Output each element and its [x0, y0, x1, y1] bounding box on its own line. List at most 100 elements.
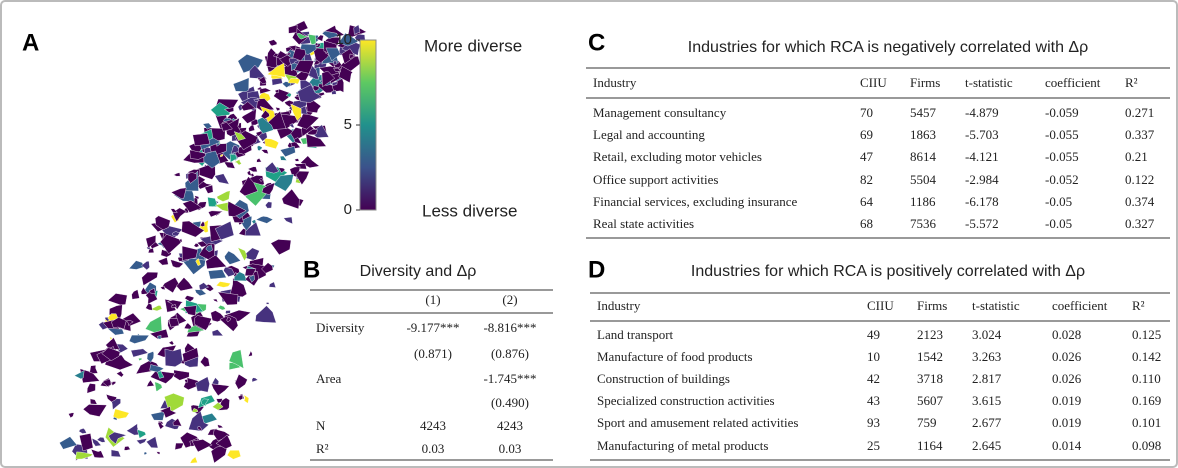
- map-region: [233, 131, 246, 141]
- map-region: [261, 182, 276, 196]
- map-region: [321, 70, 336, 88]
- table-title: Diversity and Δρ: [360, 263, 477, 280]
- map-region: [227, 200, 247, 217]
- map-region: [155, 451, 161, 455]
- map-region: [217, 305, 226, 311]
- map-region: [123, 446, 131, 451]
- table-cell: 42: [867, 371, 880, 386]
- map-region: [96, 437, 106, 443]
- map-region: [89, 398, 98, 405]
- table-cell: -4.879: [965, 105, 999, 120]
- table-cell: -5.703: [965, 127, 999, 142]
- table-cell: 69: [860, 127, 873, 142]
- map-region: [237, 394, 243, 401]
- table-cell: 3.024: [972, 327, 1002, 342]
- table-cell: -0.05: [1045, 216, 1072, 231]
- map-region: [148, 287, 156, 294]
- map-region: [260, 149, 269, 155]
- map-region: [146, 246, 152, 250]
- map-region: [211, 329, 224, 337]
- map-region: [279, 146, 296, 158]
- map-region: [68, 412, 75, 419]
- table-cell: Construction of buildings: [597, 371, 730, 386]
- column-header: R²: [1125, 75, 1138, 90]
- map-region: [295, 170, 310, 186]
- column-header: Industry: [593, 75, 637, 90]
- map-region: [188, 410, 210, 432]
- table-cell: 68: [860, 216, 873, 231]
- table-cell: 0.019: [1052, 393, 1081, 408]
- table-cell: -0.05: [1045, 194, 1072, 209]
- table-cell: Manufacture of food products: [597, 349, 753, 364]
- column-header: t-statistic: [972, 298, 1020, 313]
- map-region: [283, 216, 293, 225]
- table-cell: 0.169: [1132, 393, 1161, 408]
- map-region: [79, 368, 100, 384]
- map-region: [240, 101, 256, 112]
- map-region: [237, 54, 264, 74]
- table-cell: 64: [860, 194, 874, 209]
- map-region: [130, 348, 149, 358]
- map-region: [110, 449, 122, 458]
- map-region: [247, 166, 258, 173]
- map-region: [313, 59, 320, 66]
- map-region: [145, 302, 153, 311]
- table-cell: 0.03: [499, 441, 522, 456]
- map-region: [224, 250, 241, 265]
- map-region: [200, 398, 209, 407]
- map-region: [146, 379, 155, 387]
- map-region: [225, 310, 231, 314]
- map-region: [216, 190, 231, 202]
- map-region: [195, 258, 201, 266]
- colorbar-label: Less diverse: [422, 201, 517, 220]
- map-region: [172, 231, 180, 237]
- map-region: [258, 76, 267, 85]
- table-cell: (0.871): [414, 346, 452, 361]
- map-region: [170, 208, 178, 214]
- map-region: [131, 289, 140, 300]
- map-region: [338, 32, 359, 47]
- map-region: [265, 302, 270, 305]
- map-region: [244, 221, 262, 237]
- map-region: [275, 107, 280, 111]
- table-cell: 0.271: [1125, 105, 1154, 120]
- table-cell: Specialized construction activities: [597, 393, 775, 408]
- row-label: Diversity: [316, 320, 365, 335]
- map-region: [140, 286, 149, 295]
- map-region: [255, 305, 277, 324]
- map-region: [82, 404, 108, 417]
- table-cell: -0.055: [1045, 127, 1079, 142]
- map: [59, 20, 367, 464]
- map-region: [146, 351, 155, 363]
- map-region: [75, 451, 94, 460]
- map-region: [211, 377, 219, 386]
- panel-letter: A: [22, 29, 39, 56]
- map-region: [86, 383, 96, 394]
- map-region: [213, 428, 231, 442]
- table-cell: 759: [917, 415, 937, 430]
- table-cell: Real state activities: [593, 216, 694, 231]
- map-region: [157, 257, 169, 266]
- map-region: [78, 428, 87, 434]
- table-title: Industries for which RCA is positively c…: [691, 263, 1085, 280]
- panel-letter: D: [588, 256, 605, 283]
- map-region: [143, 451, 148, 456]
- column-header: coefficient: [1052, 298, 1108, 313]
- map-region: [197, 426, 203, 432]
- map-region: [141, 271, 159, 286]
- row-label: Area: [316, 371, 341, 386]
- map-region: [256, 145, 263, 151]
- map-region: [274, 89, 279, 93]
- map-region: [149, 305, 163, 312]
- table-cell: 0.098: [1132, 438, 1161, 453]
- map-region: [73, 370, 85, 380]
- map-region: [109, 337, 113, 340]
- colorbar: [359, 39, 377, 211]
- table-cell: 0.026: [1052, 371, 1082, 386]
- column-header: t-statistic: [965, 75, 1013, 90]
- map-region: [104, 316, 110, 322]
- column-header: Industry: [597, 298, 641, 313]
- map-region: [316, 34, 324, 42]
- map-region: [268, 39, 278, 47]
